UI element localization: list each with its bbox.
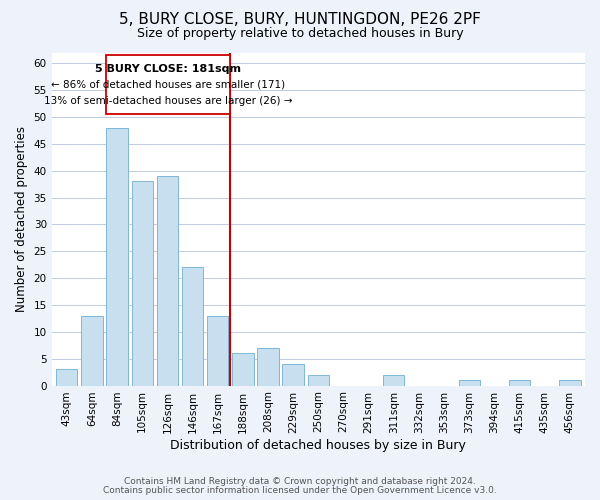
Text: 5, BURY CLOSE, BURY, HUNTINGDON, PE26 2PF: 5, BURY CLOSE, BURY, HUNTINGDON, PE26 2P… bbox=[119, 12, 481, 28]
Text: 13% of semi-detached houses are larger (26) →: 13% of semi-detached houses are larger (… bbox=[44, 96, 292, 106]
Bar bbox=[308, 375, 329, 386]
Bar bbox=[207, 316, 229, 386]
Text: 5 BURY CLOSE: 181sqm: 5 BURY CLOSE: 181sqm bbox=[95, 64, 241, 74]
Bar bbox=[283, 364, 304, 386]
Text: Contains public sector information licensed under the Open Government Licence v3: Contains public sector information licen… bbox=[103, 486, 497, 495]
Bar bbox=[56, 370, 77, 386]
Bar bbox=[106, 128, 128, 386]
X-axis label: Distribution of detached houses by size in Bury: Distribution of detached houses by size … bbox=[170, 440, 466, 452]
Bar bbox=[81, 316, 103, 386]
Bar bbox=[131, 182, 153, 386]
Bar bbox=[458, 380, 480, 386]
Text: ← 86% of detached houses are smaller (171): ← 86% of detached houses are smaller (17… bbox=[51, 80, 285, 90]
Bar bbox=[157, 176, 178, 386]
Bar bbox=[257, 348, 279, 386]
Text: Size of property relative to detached houses in Bury: Size of property relative to detached ho… bbox=[137, 28, 463, 40]
Bar bbox=[383, 375, 404, 386]
FancyBboxPatch shape bbox=[106, 55, 230, 114]
Bar bbox=[182, 268, 203, 386]
Y-axis label: Number of detached properties: Number of detached properties bbox=[15, 126, 28, 312]
Bar bbox=[232, 354, 254, 386]
Bar bbox=[509, 380, 530, 386]
Text: Contains HM Land Registry data © Crown copyright and database right 2024.: Contains HM Land Registry data © Crown c… bbox=[124, 477, 476, 486]
Bar bbox=[559, 380, 581, 386]
